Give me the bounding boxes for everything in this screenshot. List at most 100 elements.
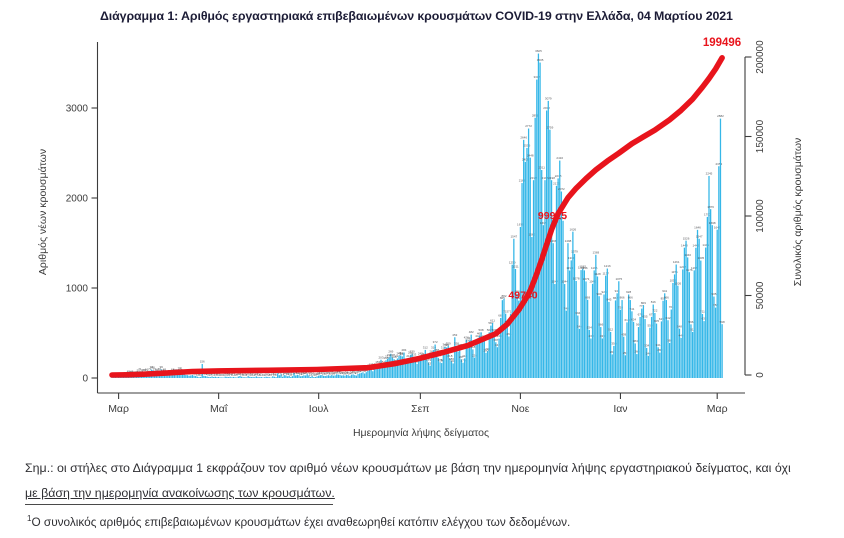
- bar-value-label: 694: [575, 311, 580, 315]
- bar-value-label: 866: [628, 296, 633, 300]
- bar-value-label: 482: [469, 330, 474, 334]
- bar-value-label: 1075: [615, 277, 622, 281]
- daily-cases-bar: [670, 309, 672, 378]
- daily-cases-bar: [503, 298, 505, 378]
- bar-value-label: 715: [508, 309, 513, 313]
- daily-cases-bar: [587, 299, 589, 378]
- bar-value-label: 6: [246, 373, 248, 377]
- daily-cases-bar: [249, 376, 251, 378]
- bar-value-label: 282: [657, 348, 662, 352]
- bar-value-label: 240: [400, 352, 405, 356]
- bar-value-label: 909: [597, 292, 602, 296]
- daily-cases-bar: [619, 309, 622, 378]
- bar-value-label: 397: [493, 338, 498, 342]
- daily-cases-bar: [506, 324, 508, 378]
- daily-cases-bar: [277, 373, 279, 378]
- bar-value-label: 1176: [686, 268, 693, 272]
- bar-value-label: 153: [375, 360, 380, 364]
- daily-cases-bar: [582, 268, 584, 378]
- bar-value-label: 312: [423, 346, 428, 350]
- daily-cases-bar: [281, 376, 284, 378]
- daily-cases-bar: [436, 352, 438, 378]
- daily-cases-bar: [710, 209, 712, 378]
- bar-value-label: 12: [207, 373, 211, 377]
- bar-value-label: 1340: [684, 253, 691, 257]
- bar-value-label: 17: [210, 372, 214, 376]
- daily-cases-bar: [718, 166, 720, 378]
- daily-cases-bar: [477, 338, 479, 378]
- daily-cases-bar: [385, 360, 387, 378]
- daily-cases-bar: [188, 375, 190, 378]
- bar-value-label: 2882: [717, 114, 724, 118]
- bar-value-label: 60: [142, 368, 146, 372]
- bar-value-label: 1151: [671, 270, 678, 274]
- bar-value-label: 81: [179, 366, 183, 370]
- bar-value-label: 26: [343, 371, 347, 375]
- bar-value-label: 1369: [592, 250, 599, 254]
- bar-value-label: 2416: [556, 156, 563, 160]
- bar-value-label: 439: [600, 334, 605, 338]
- bar-value-label: 251: [398, 351, 403, 355]
- bar-value-label: 170: [460, 358, 465, 362]
- bar-value-label: 2759: [547, 125, 554, 129]
- daily-cases-bar: [424, 349, 426, 378]
- daily-cases-bar: [296, 374, 298, 378]
- daily-cases-bar: [608, 301, 610, 378]
- bar-value-label: 88: [151, 366, 155, 370]
- bar-value-label: 156: [200, 360, 205, 364]
- bar-value-label: 207: [459, 355, 464, 359]
- bar-value-label: 1216: [604, 264, 611, 268]
- daily-cases-bar: [441, 363, 443, 378]
- daily-cases-bar: [475, 343, 477, 378]
- bar-value-label: 27: [355, 371, 359, 375]
- bar-value-label: 611: [490, 319, 495, 323]
- bar-value-label: 6: [262, 373, 264, 377]
- bar-value-label: 508: [492, 328, 497, 332]
- bar-value-label: 24: [322, 371, 326, 375]
- daily-cases-bar: [531, 237, 533, 378]
- daily-cases-bar: [226, 376, 228, 378]
- daily-cases-bar: [595, 254, 597, 378]
- daily-cases-bar: [300, 376, 302, 378]
- note-line-1: Σημ.: οι στήλες στο Διάγραμμα 1 εκφράζου…: [25, 461, 791, 475]
- bar-value-label: 1073: [583, 277, 590, 281]
- daily-cases-bar: [303, 375, 305, 378]
- daily-cases-bar: [368, 368, 371, 378]
- daily-cases-bar: [450, 361, 453, 378]
- bar-value-label: 32: [353, 371, 357, 375]
- bar-value-label: 21: [246, 372, 250, 376]
- bar-value-label: 30: [302, 371, 306, 375]
- left-axis-title: Αριθμός νέων κρουσμάτων: [37, 149, 49, 275]
- daily-cases-bar: [590, 338, 592, 378]
- bar-value-label: 11: [309, 373, 312, 377]
- bar-value-label: 19: [271, 372, 275, 376]
- daily-cases-bar: [318, 375, 320, 378]
- bar-value-label: 1876: [707, 205, 714, 209]
- daily-cases-bar: [473, 357, 476, 378]
- bar-value-label: 441: [475, 334, 480, 338]
- daily-cases-bar: [255, 376, 257, 378]
- daily-cases-bar: [404, 363, 407, 378]
- daily-cases-bar: [386, 358, 389, 378]
- daily-cases-bar: [388, 357, 390, 378]
- daily-cases-bar: [304, 375, 307, 378]
- daily-cases-bar: [288, 375, 290, 378]
- bar-value-label: 196: [383, 356, 388, 360]
- bar-value-label: 50: [363, 369, 367, 373]
- bar-value-label: 14: [273, 372, 277, 376]
- bar-value-label: 2198: [530, 176, 537, 180]
- daily-cases-bar: [703, 321, 705, 378]
- daily-cases-bar: [309, 377, 312, 378]
- daily-cases-bar: [564, 284, 566, 378]
- daily-cases-bar: [336, 374, 338, 378]
- daily-cases-bar: [601, 338, 604, 378]
- footnote-marker: 1: [27, 514, 32, 523]
- bar-value-label: 40: [351, 370, 355, 374]
- daily-cases-bar: [498, 338, 500, 378]
- footnote-separator: [25, 504, 333, 505]
- daily-cases-bar: [562, 220, 564, 378]
- daily-cases-bar: [237, 376, 239, 378]
- bar-value-label: 69: [163, 367, 167, 371]
- bar-value-label: 14: [265, 372, 269, 376]
- daily-cases-bar: [554, 284, 556, 378]
